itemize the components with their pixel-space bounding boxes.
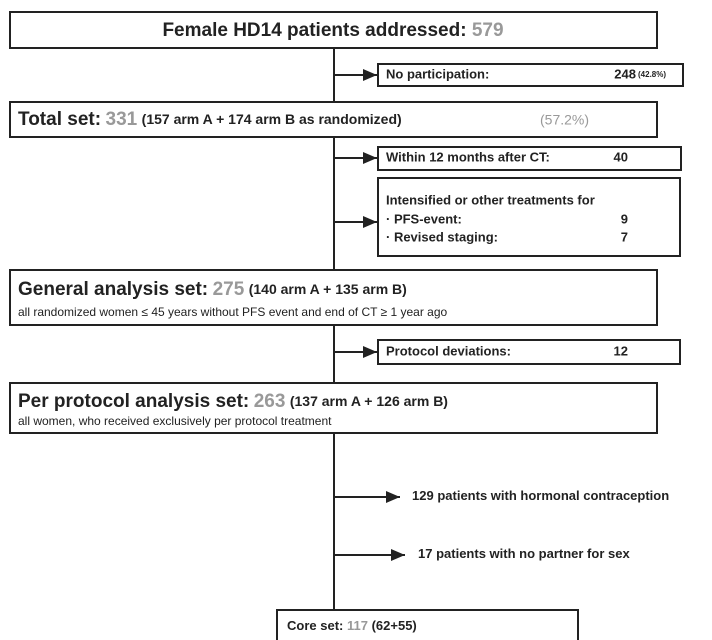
subgroup-text: 17 patients with no partner for sex [418,546,630,561]
header-text: Female HD14 patients addressed: 579 [162,20,503,41]
set-text: General analysis set: 275 (140 arm A + 1… [18,279,407,300]
set-note: all women, who received exclusively per … [18,414,332,428]
subgroup-text: 129 patients with hormonal contraception [412,488,669,503]
text-part: Core set: [287,618,343,633]
text-part: 275 [213,279,245,300]
exclusion-box [377,339,681,365]
text-part: patients with hormonal contraception [437,488,669,503]
text-part: (140 arm A + 135 arm B) [249,281,407,297]
set-percent: (57.2%) [540,112,589,128]
exclusion-label: No participation: [386,66,489,81]
set-box [9,382,658,434]
item-label: · Revised staging: [386,229,498,244]
set-text: Total set: 331 (157 arm A + 174 arm B as… [18,109,402,130]
text-part: Female HD14 patients addressed: [162,20,466,41]
set-text: Per protocol analysis set: 263 (137 arm … [18,391,448,412]
exclusion-percent: (42.8%) [638,70,666,79]
set-box [9,101,658,138]
exclusion-value: 40 [614,149,628,164]
text-part: Per protocol analysis set: [18,391,249,412]
text-part: (137 arm A + 126 arm B) [290,393,448,409]
text-part: patients with no partner for sex [436,546,630,561]
text-part: Total set: [18,109,101,130]
text-part: 117 [347,618,368,633]
text-part: (62+55) [372,618,417,633]
set-note: all randomized women ≤ 45 years without … [18,305,448,319]
text-part: 129 [412,488,434,503]
exclusion-box [377,177,681,257]
item-value: 9 [621,211,628,226]
text-part: 579 [472,20,504,41]
text-part: (157 arm A + 174 arm B as randomized) [142,111,402,127]
exclusion-box [377,63,684,87]
core-text: Core set: 117 (62+55) [287,618,417,633]
exclusion-label: Intensified or other treatments for [386,192,595,207]
core-box [276,609,579,640]
item-label: · PFS-event: [386,211,462,226]
text-part: 331 [106,109,138,130]
set-box [9,269,658,326]
item-value: 7 [621,229,628,244]
exclusion-label: Within 12 months after CT: [386,149,550,164]
text-part: 17 [418,546,432,561]
exclusion-value: 248 [614,66,636,81]
exclusion-value: 12 [614,343,628,358]
header-box [9,11,658,49]
text-part: General analysis set: [18,279,208,300]
text-part: 263 [254,391,286,412]
connectors [333,48,405,610]
exclusion-label: Protocol deviations: [386,343,511,358]
exclusion-box [377,146,682,171]
